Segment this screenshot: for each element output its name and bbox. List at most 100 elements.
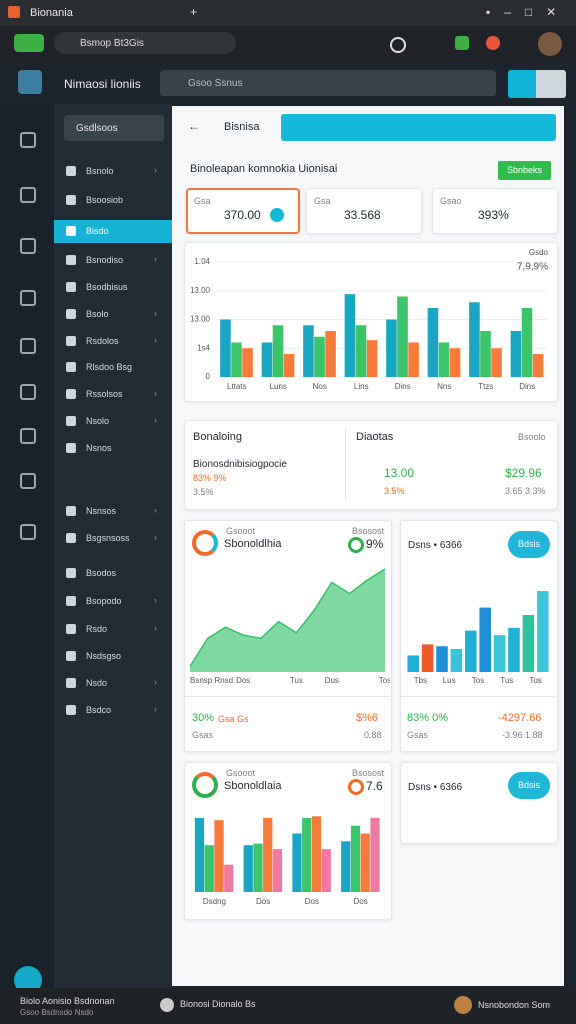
bar bbox=[311, 816, 322, 892]
y-tick-label: 1s4 bbox=[197, 343, 210, 352]
card-button[interactable]: Bdsis bbox=[508, 531, 550, 558]
header-button[interactable] bbox=[536, 70, 566, 98]
foot-sub: -3.96 1.88 bbox=[502, 730, 543, 740]
app-search[interactable] bbox=[160, 70, 496, 96]
x-tick-label: Nos bbox=[313, 382, 327, 391]
summary-value: $29.96 bbox=[505, 466, 542, 480]
app-title: Nimaosi lioniis bbox=[64, 77, 141, 91]
summary-change: 3.5% bbox=[384, 486, 405, 496]
card-title: Dsns • 6366 bbox=[408, 540, 463, 551]
bar bbox=[242, 348, 253, 377]
menu-item[interactable]: Bsodos bbox=[86, 568, 117, 578]
summary-title: Bonaloing bbox=[193, 431, 242, 443]
menu-icon bbox=[66, 166, 76, 176]
menu-item[interactable]: Bsnolo bbox=[86, 166, 114, 176]
annotation-note: Gsdo bbox=[529, 248, 549, 257]
x-tick-label: Bsnsp Rnsd bbox=[190, 676, 233, 685]
stat-label: Gsa bbox=[314, 196, 331, 206]
bar bbox=[231, 342, 242, 377]
stat-card[interactable] bbox=[432, 188, 558, 234]
bar bbox=[355, 325, 367, 377]
summary-desc: Bionosdnibisiogpocie bbox=[193, 459, 287, 470]
bar bbox=[194, 817, 205, 892]
menu-item[interactable]: Rssolsos bbox=[86, 389, 123, 399]
tab-title[interactable]: Bionania bbox=[30, 7, 73, 19]
rail-icon[interactable] bbox=[20, 238, 36, 254]
active-item-bg bbox=[54, 220, 172, 243]
y-tick-label: 13.00 bbox=[190, 315, 211, 324]
menu-item[interactable]: Bsdco bbox=[86, 705, 112, 715]
back-button[interactable]: ← bbox=[188, 119, 200, 133]
menu-item[interactable]: Nsolo bbox=[86, 416, 110, 426]
sidebar-header: Gsdlsoos bbox=[76, 123, 118, 134]
bar bbox=[427, 308, 439, 377]
bar bbox=[370, 817, 380, 892]
header-button[interactable] bbox=[508, 70, 536, 98]
bar bbox=[465, 630, 477, 672]
summary-change: 83% 9% bbox=[193, 473, 227, 483]
menu-item[interactable]: Bsnodiso bbox=[86, 255, 124, 265]
bar bbox=[521, 308, 533, 377]
badge-icon bbox=[348, 779, 364, 795]
rail-icon[interactable] bbox=[20, 187, 36, 203]
rail-icon[interactable] bbox=[20, 132, 36, 148]
bar bbox=[350, 825, 361, 892]
menu-item[interactable]: Bsgsnsoss bbox=[86, 533, 130, 543]
chevron: › bbox=[154, 415, 157, 425]
primary-button[interactable]: Sbnbeks bbox=[498, 161, 551, 180]
footer-right[interactable]: Nsnobondon Som bbox=[478, 1000, 551, 1010]
card-button[interactable]: Bdsis bbox=[508, 772, 550, 799]
summary-title: Diaotas bbox=[356, 431, 394, 443]
foot-sub: Gsas bbox=[407, 730, 429, 740]
app-logo[interactable] bbox=[18, 70, 42, 94]
menu-item[interactable]: Nsnos bbox=[86, 443, 112, 453]
menu-item[interactable]: Rlsdoo Bsg bbox=[86, 362, 133, 372]
menu-item[interactable]: Bsoosiob bbox=[86, 195, 124, 205]
toolbar-icon[interactable] bbox=[486, 36, 500, 50]
bar bbox=[366, 340, 378, 377]
x-tick-label: Dus bbox=[325, 676, 339, 685]
footer-center[interactable]: Bionosi Dionalo Bs bbox=[180, 999, 256, 1009]
menu-item[interactable]: Bsodbisus bbox=[86, 282, 128, 292]
menu-icon bbox=[66, 624, 76, 634]
menu-item[interactable]: Bsopodo bbox=[86, 596, 122, 606]
profile-avatar[interactable] bbox=[538, 32, 562, 56]
menu-icon bbox=[66, 568, 76, 578]
menu-item[interactable]: Bisdo bbox=[86, 226, 109, 236]
bar bbox=[537, 591, 549, 672]
stat-card[interactable] bbox=[306, 188, 422, 234]
rail-icon[interactable] bbox=[20, 524, 36, 540]
toolbar-icon[interactable] bbox=[390, 37, 406, 53]
rail-icon[interactable] bbox=[20, 473, 36, 489]
extension-icon[interactable] bbox=[14, 34, 44, 52]
summary-tag: Bsoolo bbox=[518, 432, 546, 442]
menu-item[interactable]: Rsdolos bbox=[86, 336, 119, 346]
window-controls[interactable]: ▪–□✕ bbox=[486, 5, 571, 19]
rail-icon[interactable] bbox=[20, 384, 36, 400]
x-tick-label: Tus bbox=[500, 676, 513, 685]
bar bbox=[321, 849, 331, 892]
menu-item[interactable]: Rsdo bbox=[86, 624, 108, 634]
address-text: Bsmop Bt3Gis bbox=[80, 38, 144, 49]
menu-item[interactable]: Nsnsos bbox=[86, 506, 117, 516]
stat-label: Gsao bbox=[440, 196, 462, 206]
menu-item[interactable]: Nsdo bbox=[86, 678, 108, 688]
rail-icon[interactable] bbox=[20, 428, 36, 444]
bar bbox=[436, 646, 448, 672]
address-field[interactable] bbox=[54, 32, 236, 54]
new-tab[interactable]: + bbox=[190, 5, 198, 19]
chevron: › bbox=[154, 225, 157, 235]
rail-icon[interactable] bbox=[20, 338, 36, 354]
page-search[interactable] bbox=[281, 114, 556, 141]
summary-change: 3.65 3.3% bbox=[505, 486, 546, 496]
x-tick-label: Luns bbox=[270, 382, 287, 391]
search-placeholder: Gsoo Ssnus bbox=[188, 78, 243, 89]
menu-item[interactable]: Bsolo bbox=[86, 309, 109, 319]
rail-icon[interactable] bbox=[20, 290, 36, 306]
menu-item[interactable]: Nsdsgso bbox=[86, 651, 122, 661]
chevron: › bbox=[154, 704, 157, 714]
bar-chart: Tbs Lus Tos Tus Tos bbox=[407, 591, 549, 685]
chevron: › bbox=[154, 254, 157, 264]
toolbar-icon[interactable] bbox=[455, 36, 469, 50]
